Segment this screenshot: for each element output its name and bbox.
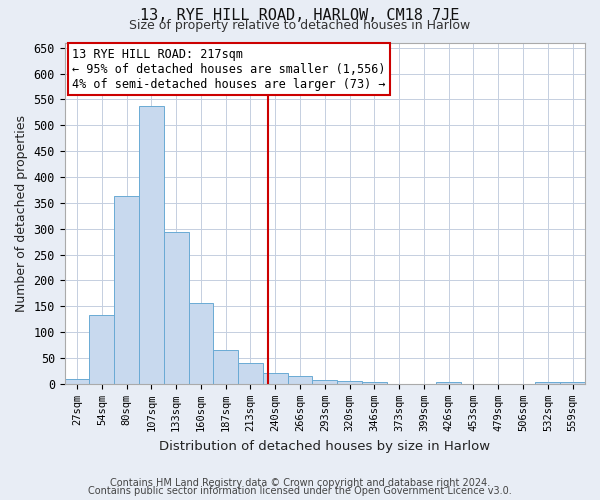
Bar xyxy=(287,376,313,384)
Bar xyxy=(560,382,585,384)
Bar xyxy=(238,364,263,384)
Bar xyxy=(188,302,214,384)
Bar xyxy=(313,380,337,384)
Text: 13, RYE HILL ROAD, HARLOW, CM18 7JE: 13, RYE HILL ROAD, HARLOW, CM18 7JE xyxy=(140,8,460,22)
Bar xyxy=(214,350,238,384)
X-axis label: Distribution of detached houses by size in Harlow: Distribution of detached houses by size … xyxy=(159,440,490,452)
Bar xyxy=(436,382,461,384)
Text: Size of property relative to detached houses in Harlow: Size of property relative to detached ho… xyxy=(130,18,470,32)
Text: 13 RYE HILL ROAD: 217sqm
← 95% of detached houses are smaller (1,556)
4% of semi: 13 RYE HILL ROAD: 217sqm ← 95% of detach… xyxy=(73,48,386,90)
Bar xyxy=(114,196,139,384)
Bar xyxy=(65,379,89,384)
Bar xyxy=(139,106,164,384)
Bar xyxy=(263,372,287,384)
Bar xyxy=(362,382,387,384)
Text: Contains public sector information licensed under the Open Government Licence v3: Contains public sector information licen… xyxy=(88,486,512,496)
Bar xyxy=(164,232,188,384)
Bar xyxy=(535,382,560,384)
Y-axis label: Number of detached properties: Number of detached properties xyxy=(15,114,28,312)
Bar xyxy=(89,315,114,384)
Bar xyxy=(337,382,362,384)
Text: Contains HM Land Registry data © Crown copyright and database right 2024.: Contains HM Land Registry data © Crown c… xyxy=(110,478,490,488)
